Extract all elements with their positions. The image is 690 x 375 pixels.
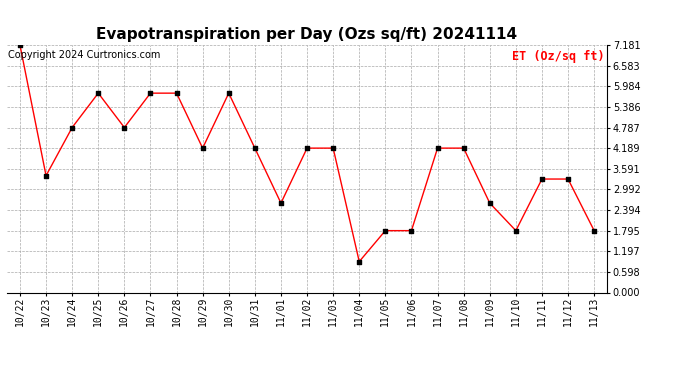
- Point: [171, 90, 182, 96]
- Point: [41, 172, 52, 178]
- Point: [119, 124, 130, 130]
- Point: [145, 90, 156, 96]
- Point: [14, 42, 26, 48]
- Point: [354, 259, 365, 265]
- Point: [224, 90, 235, 96]
- Point: [511, 228, 522, 234]
- Point: [484, 200, 495, 206]
- Point: [562, 176, 573, 182]
- Point: [67, 124, 78, 130]
- Point: [380, 228, 391, 234]
- Title: Evapotranspiration per Day (Ozs sq/ft) 20241114: Evapotranspiration per Day (Ozs sq/ft) 2…: [97, 27, 518, 42]
- Point: [406, 228, 417, 234]
- Point: [302, 145, 313, 151]
- Point: [458, 145, 469, 151]
- Point: [197, 145, 208, 151]
- Point: [432, 145, 443, 151]
- Text: Copyright 2024 Curtronics.com: Copyright 2024 Curtronics.com: [8, 50, 161, 60]
- Point: [328, 145, 339, 151]
- Point: [275, 200, 286, 206]
- Point: [249, 145, 260, 151]
- Point: [536, 176, 547, 182]
- Text: ET (Oz/sq ft): ET (Oz/sq ft): [511, 50, 604, 63]
- Point: [589, 228, 600, 234]
- Point: [92, 90, 104, 96]
